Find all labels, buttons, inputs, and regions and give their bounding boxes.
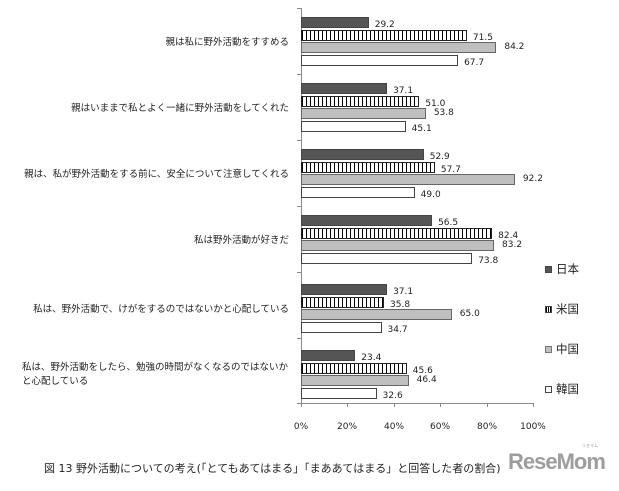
- x-tick-label: 100%: [520, 422, 546, 432]
- category-label-line: と心配している: [22, 376, 89, 387]
- value-label: 23.4: [361, 353, 382, 363]
- value-label: 67.7: [464, 57, 485, 68]
- value-label: 56.5: [438, 218, 459, 228]
- x-tick: [301, 403, 302, 407]
- y-tick: [297, 272, 301, 273]
- bar-korea: [301, 387, 377, 399]
- bar-japan: [301, 284, 388, 295]
- y-tick: [297, 206, 301, 207]
- watermark-small: リセマム: [582, 443, 598, 448]
- bar-japan: [301, 17, 369, 28]
- category-label: 親は、私が野外活動をする前に、安全について注意してくれる: [24, 169, 289, 180]
- value-label: 45.1: [411, 123, 432, 134]
- bar-japan: [301, 215, 433, 226]
- bar-usa: [301, 227, 493, 239]
- x-tick-label: 80%: [476, 422, 498, 432]
- y-tick: [297, 8, 301, 9]
- category-label: 私は、野外活動をしたら、勉強の時間がなくなるのではないか と心配している: [22, 361, 288, 389]
- bar-korea: [301, 120, 406, 132]
- legend-item-usa: 米国: [545, 302, 579, 316]
- x-tick-label: 0%: [293, 422, 309, 432]
- value-label: 82.4: [498, 230, 519, 241]
- bar-japan: [301, 83, 388, 94]
- legend-item-japan: 日本: [545, 262, 579, 276]
- bar-japan: [301, 149, 424, 160]
- x-tick-label: 40%: [383, 422, 405, 432]
- bar-china: [301, 309, 452, 320]
- watermark-logo: ReseMom: [508, 449, 606, 474]
- legend-swatch-icon: [545, 345, 552, 353]
- legend-label: 韓国: [556, 382, 579, 396]
- value-label: 65.0: [459, 309, 480, 319]
- x-axis: [301, 403, 533, 404]
- legend-item-china: 中国: [545, 342, 579, 356]
- x-tick: [394, 403, 395, 407]
- y-tick: [297, 338, 301, 339]
- category-label: 私は野外活動が好きだ: [193, 235, 289, 246]
- legend-swatch-icon: [545, 265, 552, 273]
- x-tick: [533, 403, 534, 407]
- x-tick: [347, 403, 348, 407]
- value-label: 84.2: [504, 42, 525, 52]
- bar-china: [301, 174, 515, 185]
- legend-label: 中国: [556, 342, 579, 356]
- figure-caption: 図 13 野外活動についての考え(「とてもあてはまる」「まああてはまる」と回答し…: [44, 462, 501, 475]
- bar-usa: [301, 95, 420, 107]
- bar-usa: [301, 29, 467, 41]
- bar-china: [301, 42, 497, 53]
- x-tick-label: 20%: [336, 422, 358, 432]
- legend-swatch-icon: [545, 385, 552, 393]
- value-label: 45.6: [412, 365, 433, 376]
- y-tick: [297, 403, 301, 404]
- x-tick-label: 60%: [429, 422, 451, 432]
- bar-china: [301, 108, 426, 119]
- value-label: 57.7: [440, 164, 461, 175]
- value-label: 71.5: [472, 32, 493, 43]
- value-label: 52.9: [429, 152, 450, 162]
- bar-usa: [301, 362, 407, 374]
- value-label: 51.0: [425, 98, 446, 109]
- value-label: 37.1: [393, 287, 414, 297]
- value-label: 37.1: [393, 86, 414, 96]
- category-label: 親は私に野外活動をすすめる: [165, 37, 289, 48]
- value-label: 46.4: [416, 375, 437, 385]
- x-tick: [487, 403, 488, 407]
- value-label: 49.0: [420, 189, 441, 200]
- value-label: 83.2: [502, 240, 523, 250]
- value-label: 35.8: [390, 299, 411, 310]
- bar-china: [301, 240, 495, 251]
- bar-usa: [301, 161, 435, 173]
- category-label: 親はいままで私とよく一緒に野外活動をしてくれた: [71, 103, 289, 114]
- value-label: 73.8: [478, 255, 499, 266]
- value-label: 34.7: [387, 324, 408, 335]
- y-tick: [297, 74, 301, 75]
- x-tick: [440, 403, 441, 407]
- category-label: 私は、野外活動で、けがをするのではないかと心配している: [33, 304, 289, 315]
- bar-japan: [301, 350, 356, 361]
- legend-label: 米国: [556, 302, 579, 316]
- bar-china: [301, 375, 409, 386]
- value-label: 29.2: [374, 20, 395, 30]
- bar-korea: [301, 252, 473, 264]
- bar-korea: [301, 186, 415, 198]
- category-label-line: 私は、野外活動をしたら、勉強の時間がなくなるのではないか: [22, 362, 289, 373]
- y-tick: [297, 140, 301, 141]
- legend-swatch-icon: [545, 305, 552, 313]
- value-label: 53.8: [433, 108, 454, 118]
- legend-item-korea: 韓国: [545, 382, 579, 396]
- bar-korea: [301, 321, 382, 333]
- value-label: 32.6: [382, 390, 403, 401]
- y-axis: [301, 8, 302, 404]
- value-label: 92.2: [522, 174, 543, 184]
- bar-korea: [301, 54, 459, 66]
- legend-label: 日本: [556, 262, 579, 276]
- bar-usa: [301, 296, 385, 308]
